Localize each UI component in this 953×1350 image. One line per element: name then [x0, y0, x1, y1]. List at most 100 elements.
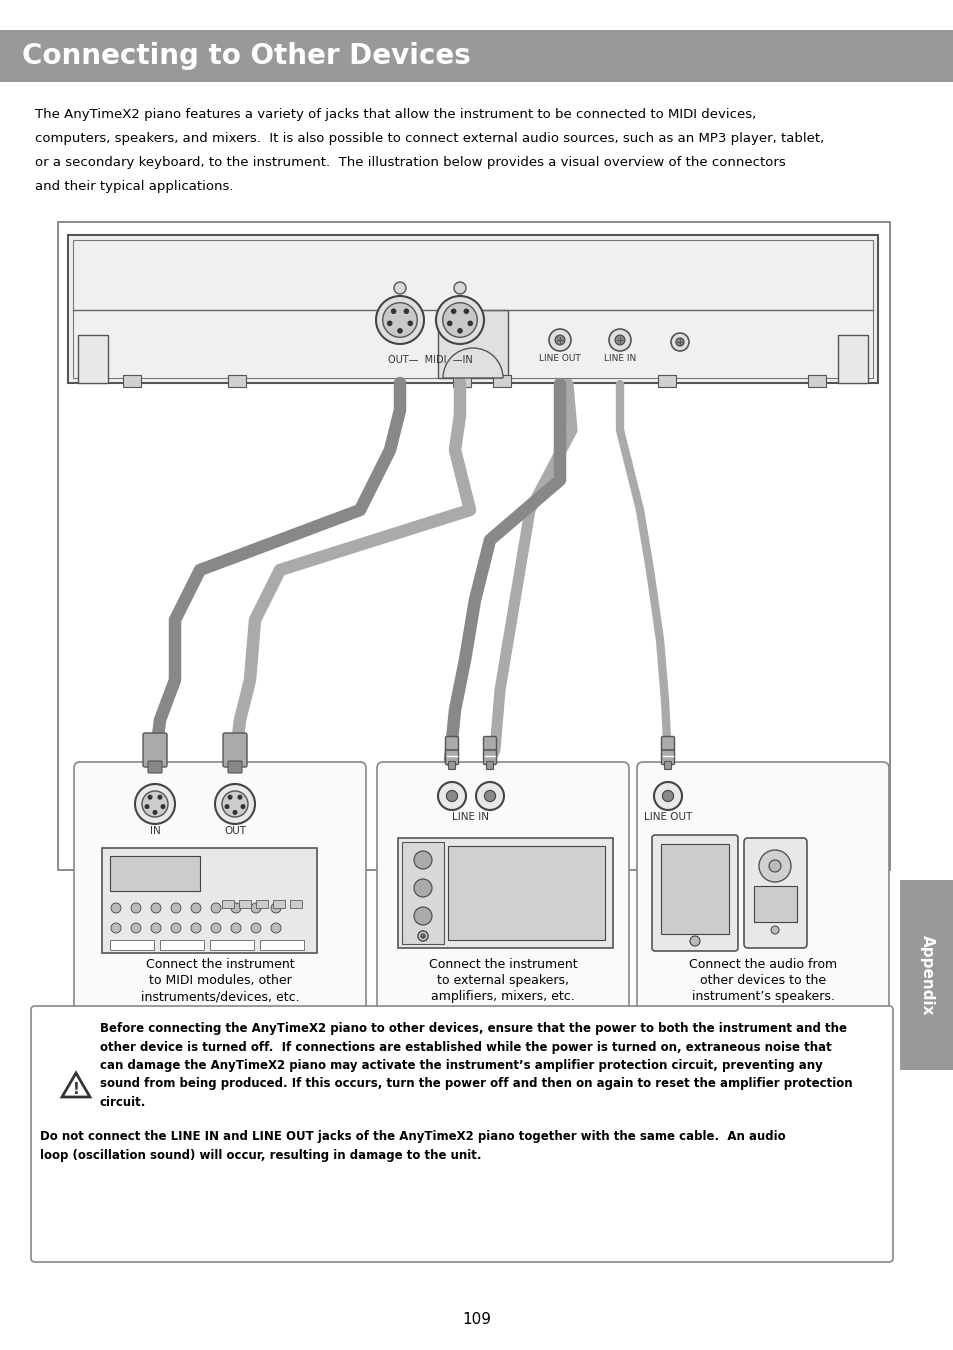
Circle shape [454, 282, 465, 294]
Circle shape [417, 931, 428, 941]
Circle shape [251, 903, 261, 913]
Circle shape [191, 923, 201, 933]
Circle shape [131, 903, 141, 913]
Circle shape [144, 805, 150, 809]
FancyBboxPatch shape [437, 310, 507, 378]
FancyBboxPatch shape [483, 737, 496, 764]
FancyBboxPatch shape [660, 737, 674, 764]
Text: other device is turned off.  If connections are established while the power is t: other device is turned off. If connectio… [100, 1041, 831, 1053]
FancyBboxPatch shape [290, 900, 302, 909]
Text: Appendix: Appendix [919, 934, 934, 1015]
FancyBboxPatch shape [123, 375, 141, 387]
Circle shape [661, 790, 673, 802]
Circle shape [271, 903, 281, 913]
FancyBboxPatch shape [376, 761, 628, 1052]
FancyBboxPatch shape [110, 856, 200, 891]
FancyBboxPatch shape [255, 900, 268, 909]
Circle shape [759, 850, 790, 882]
Circle shape [222, 791, 248, 817]
Circle shape [391, 308, 396, 315]
Circle shape [151, 903, 161, 913]
Text: sound from being produced. If this occurs, turn the power off and then on again : sound from being produced. If this occur… [100, 1077, 852, 1091]
Circle shape [403, 308, 409, 315]
Circle shape [157, 795, 162, 799]
Text: The AnyTimeX2 piano features a variety of jacks that allow the instrument to be : The AnyTimeX2 piano features a variety o… [35, 108, 756, 122]
FancyBboxPatch shape [74, 761, 366, 1052]
Text: LINE OUT: LINE OUT [538, 354, 580, 363]
Circle shape [231, 903, 241, 913]
FancyBboxPatch shape [273, 900, 285, 909]
FancyBboxPatch shape [143, 733, 167, 767]
Text: LINE IN: LINE IN [452, 811, 489, 822]
FancyBboxPatch shape [486, 761, 493, 770]
Circle shape [211, 923, 221, 933]
Text: instrument’s speakers.: instrument’s speakers. [691, 990, 834, 1003]
Circle shape [387, 320, 392, 327]
FancyBboxPatch shape [0, 30, 953, 82]
Text: loop (oscillation sound) will occur, resulting in damage to the unit.: loop (oscillation sound) will occur, res… [40, 1149, 481, 1162]
Text: LINE OUT: LINE OUT [643, 811, 691, 822]
Circle shape [394, 282, 406, 294]
Text: or a secondary keyboard, to the instrument.  The illustration below provides a v: or a secondary keyboard, to the instrume… [35, 157, 785, 169]
FancyBboxPatch shape [651, 836, 738, 950]
Circle shape [414, 907, 432, 925]
Text: and their typical applications.: and their typical applications. [35, 180, 233, 193]
FancyBboxPatch shape [222, 900, 233, 909]
FancyBboxPatch shape [445, 737, 458, 764]
Circle shape [375, 296, 423, 344]
Circle shape [231, 923, 241, 933]
Text: computers, speakers, and mixers.  It is also possible to connect external audio : computers, speakers, and mixers. It is a… [35, 132, 823, 144]
Text: Do not connect the LINE IN and LINE OUT jacks of the AnyTimeX2 piano together wi: Do not connect the LINE IN and LINE OUT … [40, 1130, 785, 1143]
Circle shape [689, 936, 700, 946]
Circle shape [548, 329, 571, 351]
Text: to external speakers,: to external speakers, [436, 973, 568, 987]
FancyBboxPatch shape [453, 375, 471, 387]
Circle shape [414, 879, 432, 896]
Text: OUT: OUT [224, 826, 246, 836]
Circle shape [407, 320, 413, 327]
Circle shape [271, 923, 281, 933]
Text: OUT—  MIDI  —IN: OUT— MIDI —IN [387, 355, 472, 364]
FancyBboxPatch shape [210, 940, 253, 950]
FancyBboxPatch shape [228, 375, 246, 387]
Text: Connecting to Other Devices: Connecting to Other Devices [22, 42, 470, 70]
Circle shape [111, 923, 121, 933]
Circle shape [768, 860, 781, 872]
Circle shape [151, 923, 161, 933]
Circle shape [224, 805, 230, 809]
FancyBboxPatch shape [58, 221, 889, 869]
FancyBboxPatch shape [260, 940, 304, 950]
Text: Before connecting the AnyTimeX2 piano to other devices, ensure that the power to: Before connecting the AnyTimeX2 piano to… [100, 1022, 846, 1035]
Text: IN: IN [150, 826, 160, 836]
Circle shape [171, 903, 181, 913]
FancyBboxPatch shape [658, 375, 676, 387]
Text: other devices to the: other devices to the [700, 973, 825, 987]
FancyBboxPatch shape [401, 842, 443, 944]
Circle shape [228, 795, 233, 799]
Circle shape [436, 296, 483, 344]
Wedge shape [442, 348, 502, 378]
Circle shape [770, 926, 779, 934]
FancyBboxPatch shape [660, 844, 728, 934]
Circle shape [446, 790, 457, 802]
Circle shape [171, 923, 181, 933]
FancyBboxPatch shape [448, 761, 455, 770]
Circle shape [240, 805, 245, 809]
FancyBboxPatch shape [753, 886, 796, 922]
Text: !: ! [72, 1083, 79, 1098]
Circle shape [237, 795, 242, 799]
Circle shape [214, 784, 254, 824]
Circle shape [484, 790, 495, 802]
FancyBboxPatch shape [837, 335, 867, 383]
Circle shape [555, 335, 564, 346]
FancyBboxPatch shape [78, 335, 108, 383]
Circle shape [160, 805, 165, 809]
Circle shape [211, 903, 221, 913]
Circle shape [437, 782, 465, 810]
Circle shape [463, 308, 469, 315]
Circle shape [608, 329, 630, 351]
Circle shape [467, 320, 473, 327]
Circle shape [420, 934, 425, 938]
FancyBboxPatch shape [448, 846, 604, 940]
FancyBboxPatch shape [397, 838, 613, 948]
